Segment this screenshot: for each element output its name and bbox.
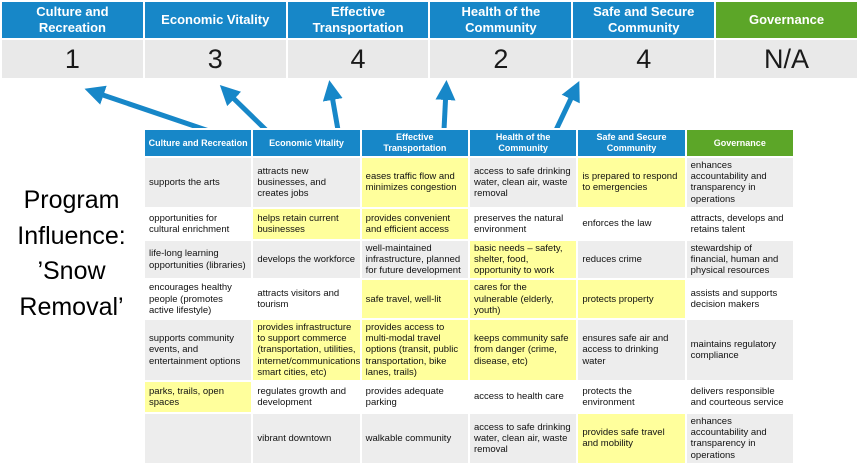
matrix-cell-culture-and-recreation-r6: parks, trails, open spaces	[142, 380, 254, 415]
matrix-cell-governance-r4: assists and supports decision makers	[684, 278, 796, 321]
scorecard-score-economic-vitality: 3	[144, 40, 286, 78]
matrix-header-effective-transportation: Effective Transportation	[359, 128, 470, 158]
table-row: opportunities for cultural enrichment hel…	[142, 206, 796, 241]
matrix-cell-culture-and-recreation-r8	[142, 462, 254, 465]
scorecard-header-economic-vitality: Economic Vitality	[144, 2, 286, 38]
matrix-cell-safe-and-secure-community-r4: protects property	[576, 278, 687, 321]
scorecard-score-effective-transportation: 4	[287, 40, 429, 78]
matrix-cell-health-of-the-community-r5: keeps community safe from danger (crime,…	[467, 318, 579, 383]
matrix-cell-health-of-the-community-r8	[467, 462, 579, 465]
matrix-cell-effective-transportation-r2: provides convenient and efficient access	[359, 206, 470, 241]
table-row: encourages healthy people (promotes acti…	[142, 278, 796, 321]
table-row: supports community events, and entertain…	[142, 318, 796, 383]
scorecard-score-safe-and-secure-community: 4	[573, 40, 715, 78]
matrix-header-health-of-the-community: Health of the Community	[467, 128, 579, 158]
matrix-cell-safe-and-secure-community-r7: provides safe travel and mobility	[576, 412, 687, 465]
influence-matrix: Culture and Recreation Economic Vitality E…	[142, 128, 796, 465]
matrix-cell-effective-transportation-r7: walkable community	[359, 412, 470, 465]
matrix-cell-health-of-the-community-r4: cares for the vulnerable (elderly, youth…	[467, 278, 579, 321]
scorecard-score-governance: N/A	[716, 40, 857, 78]
scoreboard: Culture and Recreation 1 Economic Vitality…	[2, 2, 857, 78]
scorecard-column-culture-and-recreation: Culture and Recreation 1	[2, 2, 143, 78]
up-arrow-icon	[84, 85, 213, 135]
matrix-cell-health-of-the-community-r6: access to health care	[467, 380, 579, 415]
scorecard-score-health-of-the-community: 2	[430, 40, 572, 78]
matrix-header-governance: Governance	[684, 128, 796, 158]
scorecard-column-health-of-the-community: Health of the Community 2	[430, 2, 572, 78]
matrix-cell-culture-and-recreation-r4: encourages healthy people (promotes acti…	[142, 278, 254, 321]
matrix-cell-culture-and-recreation-r1: supports the arts	[142, 156, 254, 209]
up-arrow-icon	[322, 80, 343, 131]
matrix-cell-health-of-the-community-r2: preserves the natural environment	[467, 206, 579, 241]
matrix-cell-culture-and-recreation-r3: life-long learning opportunities (librar…	[142, 238, 254, 281]
matrix-cell-governance-r5: maintains regulatory compliance	[684, 318, 796, 383]
matrix-cell-safe-and-secure-community-r6: protects the environment	[576, 380, 687, 415]
matrix-cell-health-of-the-community-r1: access to safe drinking water, clean air…	[467, 156, 579, 209]
matrix-cell-safe-and-secure-community-r3: reduces crime	[576, 238, 687, 281]
scorecard-header-effective-transportation: Effective Transportation	[287, 2, 429, 38]
program-title: Program Influence: ’Snow Removal’	[17, 186, 126, 321]
matrix-cell-effective-transportation-r5: provides access to multi-modal travel op…	[359, 318, 470, 383]
scorecard-column-safe-and-secure-community: Safe and Secure Community 4	[573, 2, 715, 78]
matrix-cell-health-of-the-community-r7: access to safe drinking water, clean air…	[467, 412, 579, 465]
matrix-cell-governance-r1: enhances accountability and transparency…	[684, 156, 796, 209]
scorecard-score-culture-and-recreation: 1	[2, 40, 143, 78]
table-row: parks, trails, open spaces regulates grow…	[142, 380, 796, 415]
matrix-cell-effective-transportation-r1: eases traffic flow and minimizes congest…	[359, 156, 470, 209]
matrix-cell-economic-vitality-r1: attracts new businesses, and creates job…	[251, 156, 362, 209]
scorecard-column-governance: Governance N/A	[716, 2, 857, 78]
matrix-cell-economic-vitality-r2: helps retain current businesses	[251, 206, 362, 241]
scorecard-column-effective-transportation: Effective Transportation 4	[287, 2, 429, 78]
matrix-cell-health-of-the-community-r3: basic needs – safety, shelter, food, opp…	[467, 238, 579, 281]
matrix-cell-effective-transportation-r6: provides adequate parking	[359, 380, 470, 415]
matrix-cell-effective-transportation-r4: safe travel, well-lit	[359, 278, 470, 321]
matrix-cell-economic-vitality-r8	[251, 462, 362, 465]
matrix-cell-governance-r8	[684, 462, 796, 465]
matrix-cell-governance-r7: enhances accountability and transparency…	[684, 412, 796, 465]
matrix-cell-effective-transportation-r3: well-maintained infrastructure, planned …	[359, 238, 470, 281]
matrix-cell-governance-r6: delivers responsible and courteous servi…	[684, 380, 796, 415]
matrix-header-culture-and-recreation: Culture and Recreation	[142, 128, 254, 158]
matrix-cell-safe-and-secure-community-r5: ensures safe air and access to drinking …	[576, 318, 687, 383]
matrix-cell-economic-vitality-r5: provides infrastructure to support comme…	[251, 318, 362, 383]
matrix-cell-effective-transportation-r8	[359, 462, 470, 465]
matrix-header-safe-and-secure-community: Safe and Secure Community	[576, 128, 687, 158]
matrix-cell-safe-and-secure-community-r1: is prepared to respond to emergencies	[576, 156, 687, 209]
matrix-cell-culture-and-recreation-r2: opportunities for cultural enrichment	[142, 206, 254, 241]
table-row: supports the arts attracts new businesses…	[142, 156, 796, 209]
table-row: Culture and Recreation Economic Vitality E…	[142, 128, 796, 158]
up-arrow-icon	[553, 80, 580, 132]
scorecard-header-health-of-the-community: Health of the Community	[430, 2, 572, 38]
scorecard-header-culture-and-recreation: Culture and Recreation	[2, 2, 143, 38]
matrix-cell-safe-and-secure-community-r2: enforces the law	[576, 206, 687, 241]
up-arrow-icon	[435, 80, 456, 131]
table-row: life-long learning opportunities (librar…	[142, 238, 796, 281]
matrix-cell-governance-r3: stewardship of financial, human and phys…	[684, 238, 796, 281]
matrix-header-row: Culture and Recreation Economic Vitality E…	[142, 128, 796, 158]
scorecard-column-economic-vitality: Economic Vitality 3	[144, 2, 286, 78]
matrix-cell-safe-and-secure-community-r8: looks after it's most vulnerable	[576, 462, 687, 465]
matrix-cell-economic-vitality-r6: regulates growth and development	[251, 380, 362, 415]
matrix-cell-governance-r2: attracts, develops and retains talent	[684, 206, 796, 241]
matrix-cell-culture-and-recreation-r5: supports community events, and entertain…	[142, 318, 254, 383]
matrix-cell-economic-vitality-r3: develops the workforce	[251, 238, 362, 281]
matrix-header-economic-vitality: Economic Vitality	[251, 128, 362, 158]
up-arrow-icon	[219, 85, 268, 132]
scorecard-header-governance: Governance	[716, 2, 857, 38]
scorecard-header-safe-and-secure-community: Safe and Secure Community	[573, 2, 715, 38]
matrix-cell-culture-and-recreation-r7	[142, 412, 254, 465]
matrix-cell-economic-vitality-r7: vibrant downtown	[251, 412, 362, 465]
table-row: vibrant downtown walkable community access…	[142, 412, 796, 465]
matrix-body: supports the arts attracts new businesses…	[142, 156, 796, 465]
table-row: looks after it's most vulnerable	[142, 462, 796, 465]
arrows	[84, 80, 580, 135]
matrix-cell-economic-vitality-r4: attracts visitors and tourism	[251, 278, 362, 321]
